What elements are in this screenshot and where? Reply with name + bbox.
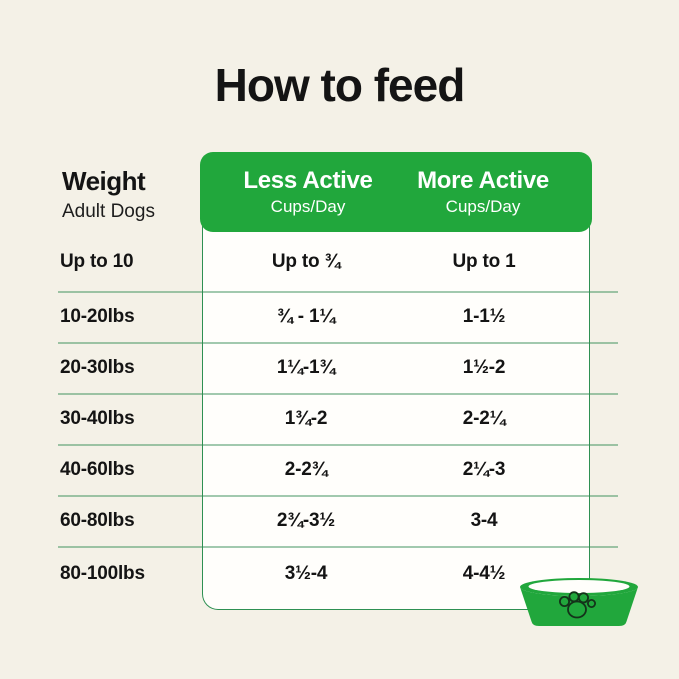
weight-row-label: 60-80lbs [60, 510, 135, 531]
column-header-label: Less Active [243, 167, 373, 194]
column-header-sublabel: Cups/Day [445, 197, 521, 216]
more-active-value: 1½-2 [462, 357, 506, 378]
weight-row-label: 10-20lbs [60, 306, 135, 327]
weight-row-label: 30-40lbs [60, 408, 135, 429]
page-title: How to feed [214, 59, 466, 111]
less-active-value: 2-2¾ [284, 459, 328, 480]
weight-row-label: 20-30lbs [60, 357, 135, 378]
less-active-value: 2¾-3½ [276, 510, 336, 531]
dog-bowl-icon [520, 578, 638, 626]
less-active-value: ¾ - 1¼ [277, 306, 335, 327]
table-header-band: Less Active Cups/Day More Active Cups/Da… [200, 152, 592, 232]
table-body-panel [202, 222, 590, 610]
weight-row-label: Up to 10 [60, 251, 134, 272]
weight-column-title: Weight [62, 166, 146, 196]
row-divider [58, 291, 618, 293]
weight-column-header: Weight Adult Dogs [62, 166, 155, 223]
weight-row-label: 80-100lbs [60, 563, 145, 584]
more-active-value: Up to 1 [452, 251, 516, 272]
less-active-value: 1¼-1¾ [276, 357, 336, 378]
less-active-value: Up to ¾ [271, 251, 341, 272]
column-header-more-active: More Active Cups/Day [378, 152, 588, 232]
paw-print-icon [559, 591, 597, 619]
column-header-less-active: Less Active Cups/Day [206, 152, 410, 232]
row-divider [58, 546, 618, 548]
more-active-value: 3-4 [470, 510, 498, 531]
more-active-value: 1-1½ [462, 306, 506, 327]
row-divider [58, 342, 618, 344]
row-divider [58, 393, 618, 395]
weight-column-subtitle: Adult Dogs [62, 201, 155, 222]
weight-row-label: 40-60lbs [60, 459, 135, 480]
column-header-label: More Active [417, 167, 549, 194]
more-active-value: 2-2¼ [462, 408, 506, 429]
more-active-value: 2¼-3 [462, 459, 506, 480]
more-active-value: 4-4½ [462, 563, 506, 584]
column-header-sublabel: Cups/Day [270, 197, 346, 216]
row-divider [58, 444, 618, 446]
less-active-value: 3½-4 [284, 563, 328, 584]
row-divider [58, 495, 618, 497]
less-active-value: 1¾-2 [284, 408, 328, 429]
